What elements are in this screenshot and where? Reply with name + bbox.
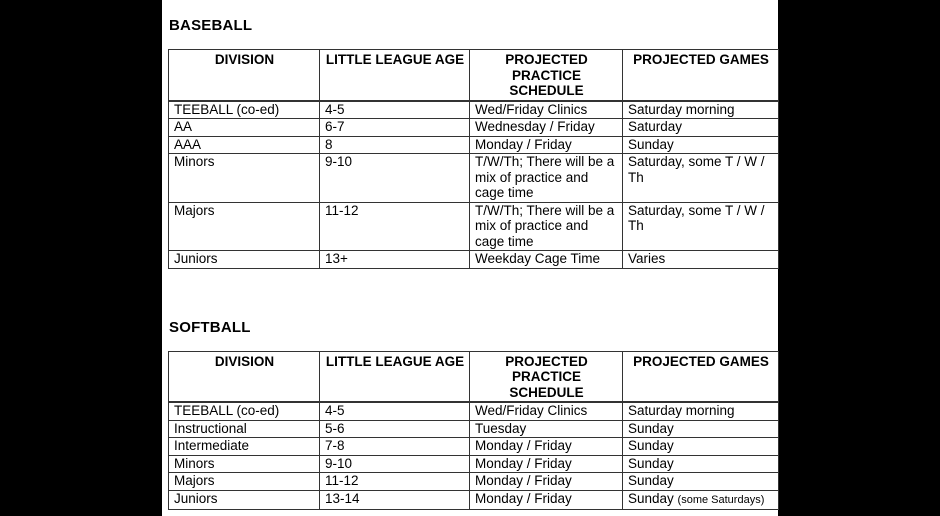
table-cell: Minors <box>168 153 320 203</box>
table-cell: Majors <box>168 472 320 491</box>
column-header: PROJECTED GAMES <box>622 49 779 102</box>
table-cell: Juniors <box>168 250 320 269</box>
table-cell: TEEBALL (co-ed) <box>168 100 320 119</box>
table-row: AAA 8 Monday / Friday Sunday <box>168 135 779 154</box>
table-row: Majors 11-12 T/W/Th; There will be a mix o… <box>168 201 779 251</box>
table-cell: Saturday, some T / W / Th <box>622 153 779 203</box>
table-cell: Saturday morning <box>622 100 779 119</box>
table-cell: AA <box>168 118 320 137</box>
table-cell: Sunday <box>622 454 779 473</box>
baseball-table-header: DIVISION LITTLE LEAGUE AGE PROJECTED PRACT… <box>168 49 779 102</box>
table-cell: Monday / Friday <box>469 135 623 154</box>
table-cell: Sunday <box>622 437 779 456</box>
table-cell: Saturday <box>622 118 779 137</box>
table-cell: 7-8 <box>319 437 470 456</box>
baseball-table-body: TEEBALL (co-ed) 4-5 Wed/Friday Clinics Satu… <box>168 100 779 269</box>
table-cell: Majors <box>168 201 320 251</box>
table-cell: Sunday <box>622 472 779 491</box>
header-row: DIVISION LITTLE LEAGUE AGE PROJECTED PRACT… <box>168 350 779 403</box>
table-cell: Varies <box>622 250 779 269</box>
table-cell: Juniors <box>168 489 320 510</box>
table-cell: Minors <box>168 454 320 473</box>
table-cell: 11-12 <box>319 472 470 491</box>
column-header: PROJECTED PRACTICE SCHEDULE <box>469 350 623 403</box>
softball-schedule-table: DIVISION LITTLE LEAGUE AGE PROJECTED PRACT… <box>168 350 779 511</box>
table-cell: Wednesday / Friday <box>469 118 623 137</box>
table-cell: Monday / Friday <box>469 472 623 491</box>
section-spacer <box>168 269 778 319</box>
table-cell: TEEBALL (co-ed) <box>168 401 320 421</box>
column-header: PROJECTED PRACTICE SCHEDULE <box>469 49 623 102</box>
table-cell: 8 <box>319 135 470 154</box>
softball-table-body: TEEBALL (co-ed) 4-5 Wed/Friday Clinics Satu… <box>168 401 779 510</box>
softball-table-header: DIVISION LITTLE LEAGUE AGE PROJECTED PRACT… <box>168 350 779 403</box>
table-cell: Tuesday <box>469 419 623 438</box>
table-cell: Wed/Friday Clinics <box>469 401 623 421</box>
table-row: TEEBALL (co-ed) 4-5 Wed/Friday Clinics Satu… <box>168 100 779 119</box>
table-cell: Saturday, some T / W / Th <box>622 201 779 251</box>
table-cell: 13+ <box>319 250 470 269</box>
table-row: Minors 9-10 Monday / Friday Sunday <box>168 454 779 473</box>
column-header: LITTLE LEAGUE AGE <box>319 350 470 403</box>
table-cell: Weekday Cage Time <box>469 250 623 269</box>
table-cell: Saturday morning <box>622 401 779 421</box>
table-cell: Wed/Friday Clinics <box>469 100 623 119</box>
cell-note: (some Saturdays) <box>677 493 765 506</box>
table-cell: Sunday <box>622 135 779 154</box>
table-cell: T/W/Th; There will be a mix of practice … <box>469 153 623 203</box>
table-row: Instructional 5-6 Tuesday Sunday <box>168 419 779 438</box>
table-row: Juniors 13-14 Monday / Friday Sunday (some … <box>168 489 779 510</box>
table-row: Minors 9-10 T/W/Th; There will be a mix of… <box>168 153 779 203</box>
table-row: Intermediate 7-8 Monday / Friday Sunday <box>168 437 779 456</box>
table-row: Juniors 13+ Weekday Cage Time Varies <box>168 250 779 269</box>
table-cell: 5-6 <box>319 419 470 438</box>
table-cell: 9-10 <box>319 454 470 473</box>
table-cell: 4-5 <box>319 401 470 421</box>
table-cell: Sunday <box>622 419 779 438</box>
table-row: TEEBALL (co-ed) 4-5 Wed/Friday Clinics Satu… <box>168 401 779 421</box>
column-header: PROJECTED GAMES <box>622 350 779 403</box>
table-cell: 11-12 <box>319 201 470 251</box>
table-cell: Instructional <box>168 419 320 438</box>
baseball-section-title: BASEBALL <box>169 17 253 34</box>
table-cell: 9-10 <box>319 153 470 203</box>
baseball-schedule-table: DIVISION LITTLE LEAGUE AGE PROJECTED PRACT… <box>168 49 779 269</box>
table-cell: 6-7 <box>319 118 470 137</box>
table-cell: 4-5 <box>319 100 470 119</box>
table-cell: Monday / Friday <box>469 454 623 473</box>
column-header: DIVISION <box>168 350 320 403</box>
softball-section-title: SOFTBALL <box>169 318 251 336</box>
table-cell: Monday / Friday <box>469 437 623 456</box>
table-cell: T/W/Th; There will be a mix of practice … <box>469 201 623 251</box>
column-header: DIVISION <box>168 49 320 102</box>
document-content: BASEBALL DIVISION LITTLE LEAGUE AGE PROJEC… <box>162 0 779 516</box>
table-cell: Intermediate <box>168 437 320 456</box>
table-cell: AAA <box>168 135 320 154</box>
table-row: Majors 11-12 Monday / Friday Sunday <box>168 472 779 491</box>
table-cell: Sunday (some Saturdays) <box>622 489 779 510</box>
column-header: LITTLE LEAGUE AGE <box>319 49 470 102</box>
table-cell: 13-14 <box>319 489 470 510</box>
table-cell: Monday / Friday <box>469 489 623 510</box>
table-row: AA 6-7 Wednesday / Friday Saturday <box>168 118 779 137</box>
header-row: DIVISION LITTLE LEAGUE AGE PROJECTED PRACT… <box>168 49 779 102</box>
